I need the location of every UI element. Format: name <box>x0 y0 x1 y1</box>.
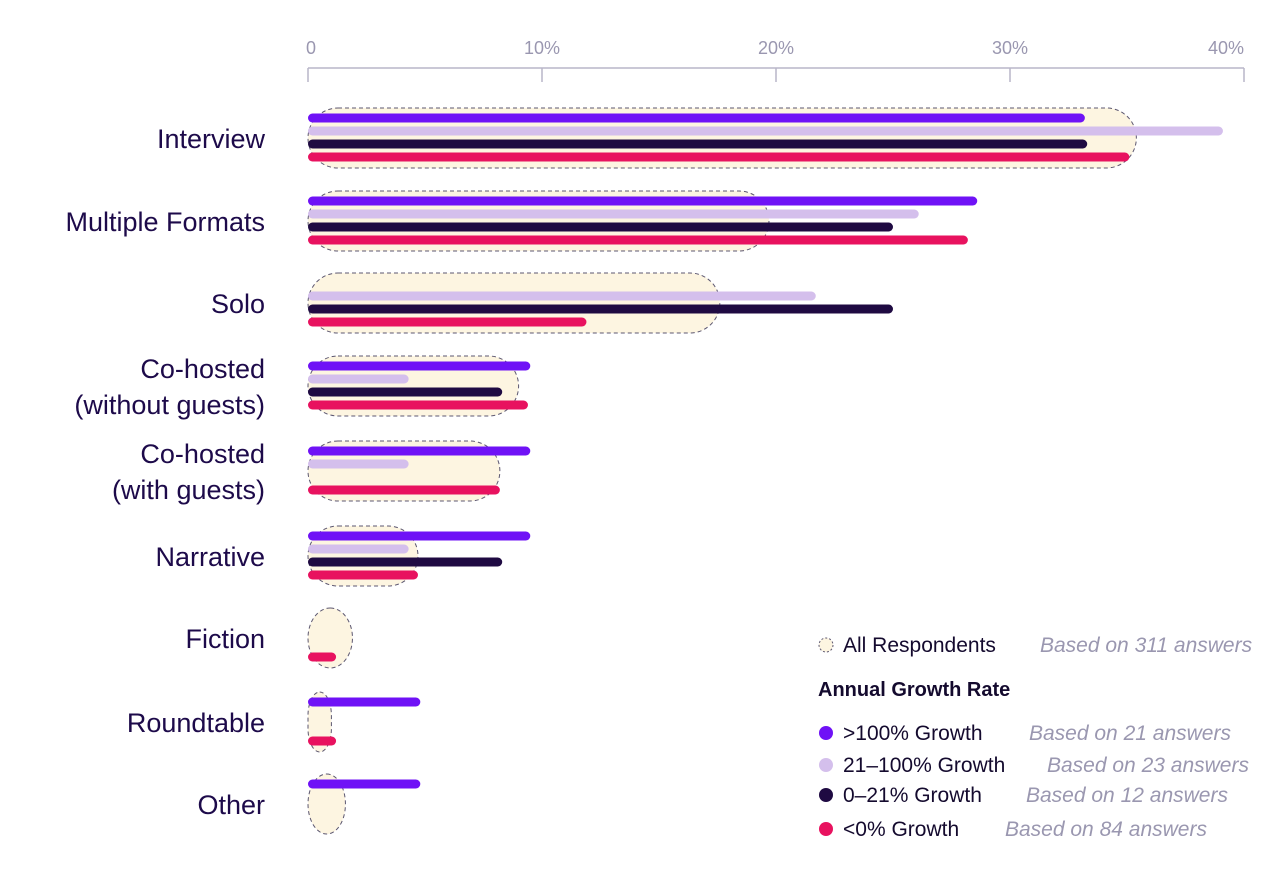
category-label: Co-hosted <box>140 439 265 469</box>
bar-series-1 <box>308 374 409 384</box>
bar-series-1 <box>308 544 409 554</box>
bar-series-2 <box>308 557 503 567</box>
legend-title: Annual Growth Rate <box>818 679 1010 701</box>
category-label: Fiction <box>185 624 265 654</box>
bar-series-0 <box>308 446 531 456</box>
legend-swatch-all-respondents <box>818 637 834 653</box>
bar-series-0 <box>308 113 1085 123</box>
x-tick-label: 30% <box>992 38 1028 58</box>
series-bars <box>308 113 1223 789</box>
bar-series-1 <box>308 459 409 469</box>
legend-swatch-series-1 <box>819 758 833 772</box>
legend-note-series-1: Based on 23 answers <box>1047 754 1249 777</box>
bar-series-3 <box>308 652 337 662</box>
legend: All Respondents Based on 311 answers Annua… <box>818 634 1253 841</box>
bar-series-1 <box>308 209 919 219</box>
category-label: (with guests) <box>112 475 265 505</box>
bar-series-2 <box>308 139 1088 149</box>
legend-swatch-series-0 <box>819 726 833 740</box>
bar-series-3 <box>308 485 500 495</box>
legend-note-series-0: Based on 21 answers <box>1029 722 1231 745</box>
category-label: Other <box>197 790 265 820</box>
category-label: Solo <box>211 289 265 319</box>
bar-series-2 <box>308 222 893 232</box>
x-tick-label: 0 <box>306 38 316 58</box>
legend-label-series-1: 21–100% Growth <box>843 754 1005 777</box>
legend-label-series-3: <0% Growth <box>843 818 959 841</box>
category-label: Roundtable <box>127 708 265 738</box>
bar-series-3 <box>308 235 968 245</box>
bar-series-3 <box>308 317 587 327</box>
bar-series-0 <box>308 361 531 371</box>
bar-series-0 <box>308 531 531 541</box>
bar-series-2 <box>308 304 893 314</box>
bar-series-0 <box>308 779 421 789</box>
legend-swatch-series-3 <box>819 822 833 836</box>
category-label: Multiple Formats <box>65 207 265 237</box>
legend-label-series-2: 0–21% Growth <box>843 784 982 807</box>
bar-series-0 <box>308 697 421 707</box>
bar-series-1 <box>308 291 816 301</box>
bar-series-3 <box>308 400 528 410</box>
bar-series-1 <box>308 126 1223 136</box>
bar-series-2 <box>308 387 503 397</box>
legend-note-all-respondents: Based on 311 answers <box>1040 634 1253 657</box>
category-label: Narrative <box>155 542 265 572</box>
legend-swatch-series-2 <box>819 788 833 802</box>
x-tick-label: 40% <box>1208 38 1244 58</box>
x-axis: 0 10% 20% 30% 40% <box>306 38 1245 82</box>
category-label: (without guests) <box>74 390 265 420</box>
x-tick-label: 20% <box>758 38 794 58</box>
category-labels: Interview Multiple Formats Solo Co-hosted (w… <box>65 124 265 820</box>
legend-note-series-3: Based on 84 answers <box>1005 818 1207 841</box>
bar-series-3 <box>308 570 418 580</box>
legend-label-series-0: >100% Growth <box>843 722 983 745</box>
legend-note-series-2: Based on 12 answers <box>1026 784 1228 807</box>
x-tick-label: 10% <box>524 38 560 58</box>
category-label: Interview <box>157 124 266 154</box>
all-respondents-band <box>307 773 346 835</box>
bar-series-0 <box>308 196 978 206</box>
bar-series-3 <box>308 152 1130 162</box>
category-label: Co-hosted <box>140 354 265 384</box>
bar-series-3 <box>308 736 337 746</box>
legend-label-all-respondents: All Respondents <box>843 634 996 657</box>
